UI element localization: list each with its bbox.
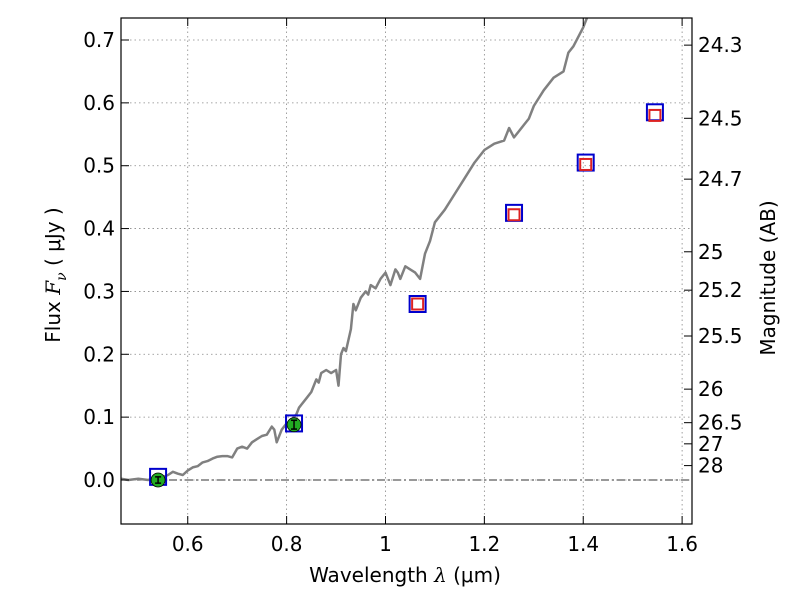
series-layer: [121, 18, 664, 488]
y-tick-label: 0.3: [83, 279, 115, 303]
mag-tick-label: 25.2: [698, 278, 743, 302]
y-tick-label: 0.7: [83, 28, 115, 52]
nir-photometry-point: [411, 297, 425, 311]
nir-photometry-point: [507, 208, 521, 222]
x-axis-label-text: Wavelength: [309, 563, 428, 587]
x-axis-label-symbol: λ: [433, 563, 447, 587]
mag-tick-label: 26: [698, 377, 723, 401]
mag-tick-label: 27: [698, 432, 723, 456]
mag-tick-label: 25: [698, 240, 723, 264]
plot-frame: [120, 17, 693, 525]
mag-tick-label: 24.5: [698, 106, 743, 130]
ticks: 0.6 0.8 1 1.2 1.4 1.6 0.0 0.1 0.2 0.3 0.4 0.5 0.6 0.7…: [83, 18, 743, 556]
mag-tick-label: 28: [698, 454, 723, 478]
y-tick-label: 0.2: [83, 342, 115, 366]
nir-photometry-point: [648, 108, 662, 122]
y-tick-label: 0.6: [83, 91, 115, 115]
y-axis-label-subscript: ν: [54, 272, 70, 281]
mag-tick-label: 25.5: [698, 324, 743, 348]
mag-tick-label: 24.7: [698, 167, 743, 191]
spectrum-line: [121, 18, 589, 482]
mag-tick-label: 24.3: [698, 33, 743, 57]
y2-axis-label: Magnitude (AB): [756, 200, 780, 355]
x-tick-label: 0.6: [172, 532, 204, 556]
y-tick-label: 0.0: [83, 468, 115, 492]
x-axis-label-unit: (μm): [453, 563, 501, 587]
y-axis-label-symbol: F: [41, 280, 65, 296]
y-axis-label: Flux Fν ( μJy ): [41, 207, 70, 342]
y-tick-label: 0.1: [83, 405, 115, 429]
y-axis-label-text: Flux: [41, 301, 65, 343]
y-tick-label: 0.4: [83, 217, 115, 241]
y-axis-label-unit: ( μJy ): [41, 207, 65, 266]
x-tick-label: 0.8: [271, 532, 303, 556]
x-tick-label: 1: [379, 532, 392, 556]
grid: [121, 18, 692, 524]
mag-tick-label: 26.5: [698, 411, 743, 435]
x-tick-label: 1.6: [666, 532, 698, 556]
x-tick-label: 1.4: [567, 532, 599, 556]
nir-photometry-point: [579, 157, 593, 171]
plot-area: [121, 18, 664, 488]
x-axis-label: Wavelength λ (μm): [309, 563, 501, 587]
x-tick-label: 1.2: [468, 532, 500, 556]
model-photometry-point: [408, 295, 427, 313]
y-tick-label: 0.5: [83, 154, 115, 178]
